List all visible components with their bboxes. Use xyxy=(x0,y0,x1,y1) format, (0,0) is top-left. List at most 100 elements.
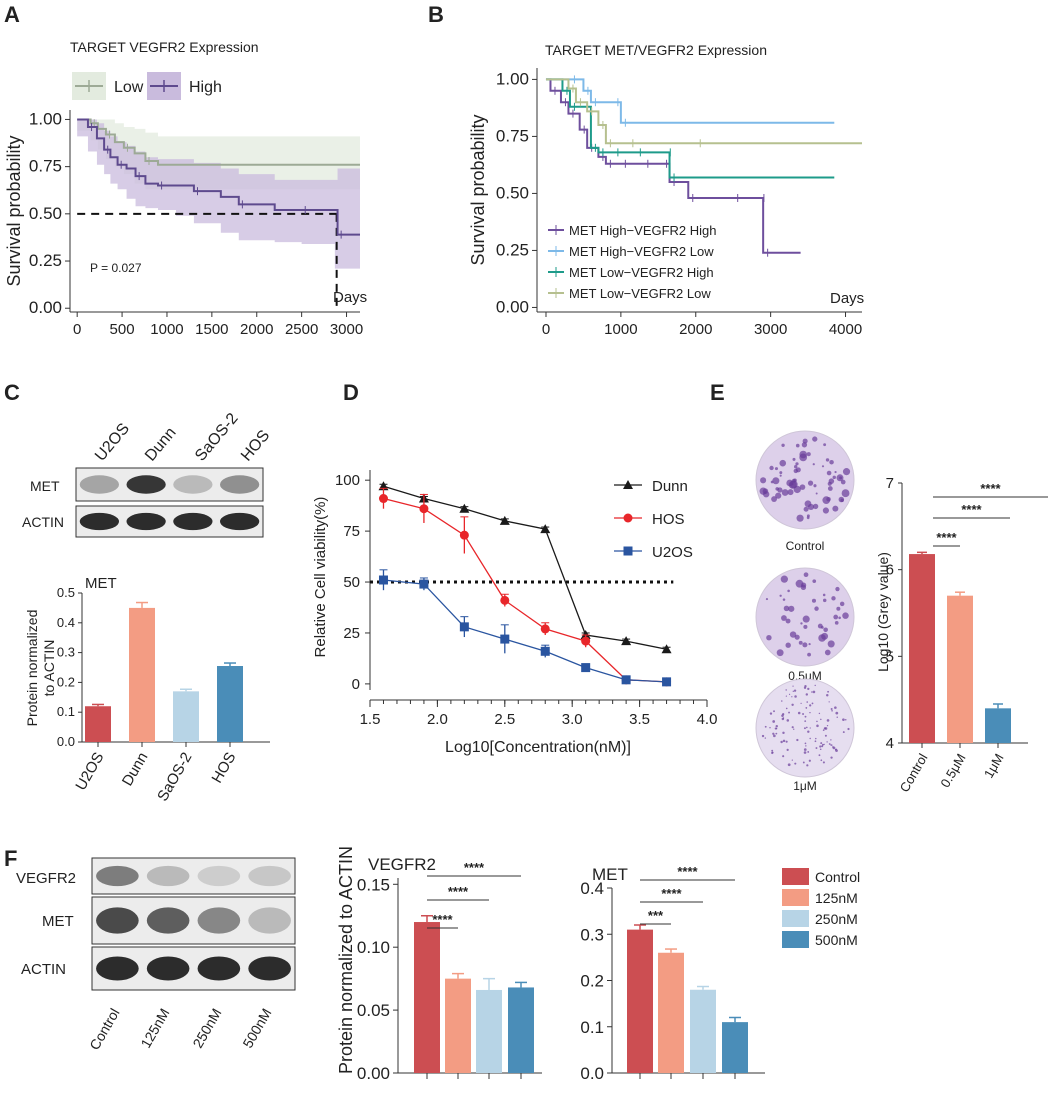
bar-125nm xyxy=(658,952,684,1073)
colony xyxy=(841,489,850,498)
y-tick-label: 5 xyxy=(886,648,894,665)
legend-label-hos: HOS xyxy=(652,511,685,528)
point-u2os xyxy=(621,675,631,685)
bar-control xyxy=(627,929,653,1073)
bar-500nm xyxy=(722,1022,748,1073)
legend-label: MET High−VEGFR2 Low xyxy=(569,244,714,259)
legend-swatch xyxy=(782,868,809,885)
point-hos xyxy=(540,624,550,634)
legend-marker xyxy=(623,480,633,489)
colony xyxy=(788,711,791,714)
point-hos xyxy=(500,595,510,605)
colony xyxy=(793,468,799,474)
colony xyxy=(806,764,809,767)
colony xyxy=(774,467,779,471)
wb-actin-band xyxy=(173,512,213,531)
chart-title: VEGFR2 xyxy=(368,855,436,874)
x-tick-label: 1.5 xyxy=(360,711,381,728)
colony xyxy=(785,618,791,624)
y-tick-label: 0.75 xyxy=(496,126,529,145)
colony xyxy=(791,703,794,706)
y-tick-label: 0.2 xyxy=(57,674,75,689)
panel-label-f: F xyxy=(4,846,17,871)
legend-label: Control xyxy=(815,869,860,885)
survival-curve-high xyxy=(77,118,360,236)
survival-curve xyxy=(545,78,801,254)
colony xyxy=(808,759,811,762)
colony xyxy=(832,505,839,512)
wb-actin-band xyxy=(197,956,241,981)
wb-met-band xyxy=(146,907,190,934)
lane-label: U2OS xyxy=(92,420,133,464)
x-tick-label: 2000 xyxy=(240,321,273,338)
colony xyxy=(760,477,767,484)
lane-label: Control xyxy=(86,1006,122,1053)
colony xyxy=(816,720,818,723)
lane-label: 500nM xyxy=(239,1006,274,1051)
x-tick-label: 1500 xyxy=(195,321,228,338)
colony xyxy=(782,598,786,601)
colony xyxy=(773,710,775,713)
colony xyxy=(830,756,833,759)
y-tick-label: 0.1 xyxy=(580,1018,604,1037)
colony xyxy=(771,749,774,752)
colony xyxy=(772,477,780,485)
colony xyxy=(775,492,782,499)
colony xyxy=(826,741,828,743)
colony xyxy=(804,684,807,688)
colony xyxy=(811,702,814,705)
series-line-dunn xyxy=(383,485,667,650)
y-tick-label: 25 xyxy=(343,625,360,642)
colony xyxy=(844,718,847,721)
bar-125nm xyxy=(445,978,471,1073)
colony xyxy=(822,729,825,731)
y-tick-label: 0.50 xyxy=(496,183,529,202)
wb-actin-band xyxy=(96,956,139,981)
colony xyxy=(786,748,789,752)
x-tick-label: 2.0 xyxy=(427,711,448,728)
significance-label: **** xyxy=(961,502,982,517)
wb-met-band xyxy=(248,907,291,934)
point-u2os xyxy=(419,579,429,589)
point-u2os xyxy=(581,663,591,673)
wb-vegfr2-band xyxy=(96,865,139,887)
colony xyxy=(777,487,783,493)
colony xyxy=(792,690,794,692)
colony xyxy=(789,480,798,489)
colony xyxy=(812,690,816,694)
colony xyxy=(827,640,835,648)
colony xyxy=(809,737,811,740)
legend-label: MET Low−VEGFR2 Low xyxy=(569,286,711,301)
colony xyxy=(809,727,811,729)
wb-met-band xyxy=(96,907,139,934)
colony xyxy=(842,612,849,619)
y-tick-label: 4 xyxy=(886,735,894,752)
y-tick-label: 0.50 xyxy=(29,204,62,223)
x-tick-label: HOS xyxy=(208,750,239,787)
colony xyxy=(823,627,828,633)
colony xyxy=(824,727,828,730)
colony xyxy=(807,652,811,657)
colony xyxy=(819,748,822,751)
colony xyxy=(824,734,827,737)
colony xyxy=(779,594,782,597)
bar-1 xyxy=(947,595,973,743)
point-hos xyxy=(581,636,591,646)
wb-met-membrane xyxy=(75,467,264,502)
colony xyxy=(827,690,830,693)
colony xyxy=(794,465,798,469)
colony xyxy=(766,634,772,641)
y-tick-label: 0.10 xyxy=(357,938,390,957)
colony xyxy=(786,719,790,722)
wb-row-label: MET xyxy=(30,478,60,494)
legend-label-high: High xyxy=(189,79,222,96)
dish-label: 1μM xyxy=(793,779,817,793)
wb-actin-band xyxy=(219,512,260,531)
lane-label: 250nM xyxy=(189,1006,224,1051)
panel-f: VEGFR2 MET ACTIN Control 125nM 250nM 500nM VEGF… xyxy=(16,846,860,1083)
wb-actin-band xyxy=(248,956,291,981)
x-tick-label: 0.5μM xyxy=(937,751,968,790)
colony xyxy=(796,738,799,742)
colony xyxy=(835,711,839,715)
legend-swatch xyxy=(782,910,809,927)
